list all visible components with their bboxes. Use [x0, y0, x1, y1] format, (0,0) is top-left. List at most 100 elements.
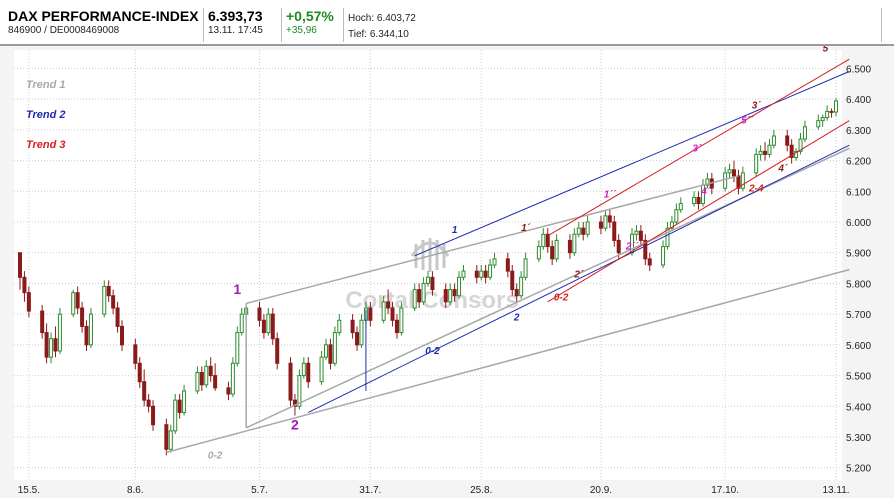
- candle-up: [301, 362, 306, 377]
- candle-up: [554, 239, 559, 260]
- candles-layer: [18, 97, 838, 456]
- candle-down: [106, 286, 111, 297]
- candle-up: [585, 221, 590, 235]
- candle-down: [53, 338, 58, 352]
- candle-up: [523, 258, 528, 278]
- candle-up: [204, 365, 209, 386]
- candle-up: [723, 172, 728, 189]
- y-tick-label: 6.400: [846, 95, 871, 106]
- candle-up: [705, 178, 710, 186]
- candle-down: [261, 319, 266, 334]
- candle-down: [146, 399, 151, 407]
- candle-up: [57, 313, 62, 352]
- candle-up: [674, 209, 679, 223]
- candle-up: [634, 230, 639, 235]
- candle-down: [26, 292, 31, 312]
- candle-up: [519, 276, 524, 297]
- candle-down: [474, 270, 479, 278]
- candle-up: [297, 375, 302, 407]
- candle-down: [84, 325, 89, 346]
- candle-down: [44, 332, 49, 358]
- wave-label: 0-2: [554, 292, 569, 303]
- candle-up: [754, 153, 759, 174]
- y-tick-label: 5.400: [846, 402, 871, 413]
- x-tick-label: 17.10.: [711, 485, 739, 496]
- wave-label: 0-2: [208, 451, 223, 462]
- candle-down: [647, 258, 652, 266]
- trendline-trend2: [308, 144, 850, 413]
- candle-down: [607, 215, 612, 223]
- y-tick-label: 5.500: [846, 372, 871, 383]
- change-absolute: +35,96: [286, 25, 317, 36]
- candle-up: [802, 126, 807, 140]
- candle-up: [678, 203, 683, 211]
- y-tick-label: 6.100: [846, 187, 871, 198]
- candle-down: [151, 405, 156, 426]
- trendline-trend1: [245, 175, 739, 305]
- y-axis: 5.200 5.300 5.400 5.500 5.600 5.700 5.800 5.900…: [846, 64, 871, 474]
- candle-down: [355, 332, 360, 346]
- candle-up: [337, 319, 342, 334]
- legend-entry: Trend 3: [26, 139, 66, 151]
- candle-down: [550, 246, 555, 260]
- candle-down: [292, 399, 297, 407]
- candle-up: [412, 289, 417, 309]
- candle-up: [230, 362, 235, 395]
- wave-label: 1´: [521, 223, 531, 234]
- change-percent: +0,57%: [286, 8, 334, 24]
- wave-label: 1: [452, 225, 458, 236]
- last-price: 6.393,73: [208, 8, 263, 24]
- legend: Trend 1 Trend 2 Trend 3: [26, 79, 66, 151]
- candle-up: [816, 120, 821, 128]
- candle-up: [266, 313, 271, 334]
- candle-down: [394, 319, 399, 334]
- candle-down: [120, 325, 124, 346]
- candle-down: [696, 196, 701, 205]
- candle-up: [399, 307, 404, 334]
- candle-down: [18, 252, 22, 278]
- candle-down: [638, 230, 643, 241]
- wave-label: 4´´: [700, 186, 714, 197]
- candle-up: [492, 258, 497, 266]
- candle-up: [49, 338, 54, 358]
- candle-down: [514, 289, 519, 297]
- candle-up: [239, 313, 244, 334]
- candle-down: [483, 270, 488, 278]
- candle-down: [581, 227, 586, 235]
- candle-down: [643, 239, 648, 260]
- y-tick-label: 5.900: [846, 249, 871, 260]
- wave-label: 2: [513, 312, 520, 323]
- wave-label: 4´: [777, 163, 788, 174]
- trendline-trend3: [547, 58, 850, 237]
- quote-price-cell: 6.393,73 13.11. 17:45: [204, 8, 282, 42]
- x-tick-label: 31.7.: [359, 485, 381, 496]
- candle-down: [270, 313, 275, 340]
- candle-up: [834, 100, 838, 113]
- y-tick-label: 6.300: [846, 126, 871, 137]
- candle-up: [195, 372, 200, 392]
- wave-label: 2: [291, 416, 299, 432]
- y-tick-label: 6.200: [846, 157, 871, 168]
- x-tick-label: 5.7.: [251, 485, 268, 496]
- y-tick-label: 6.500: [846, 64, 871, 75]
- candle-down: [275, 338, 280, 364]
- quote-name-cell: DAX PERFORMANCE-INDEX 846900 / DE0008469…: [4, 8, 204, 42]
- candle-down: [133, 344, 138, 364]
- candle-down: [328, 344, 333, 364]
- candle-up: [771, 135, 776, 146]
- candle-up: [381, 301, 386, 321]
- wave-label: 3´´: [692, 143, 705, 154]
- wave-label: 3´: [752, 100, 762, 111]
- candle-down: [208, 365, 213, 377]
- y-tick-label: 6.000: [846, 218, 871, 229]
- candle-down: [111, 295, 116, 309]
- candle-up: [235, 332, 240, 364]
- candle-up: [767, 144, 772, 155]
- candle-up: [168, 430, 173, 450]
- candle-down: [789, 144, 794, 159]
- candle-up: [102, 286, 107, 315]
- candle-up: [71, 292, 76, 315]
- candle-up: [88, 313, 93, 346]
- candle-up: [359, 319, 364, 346]
